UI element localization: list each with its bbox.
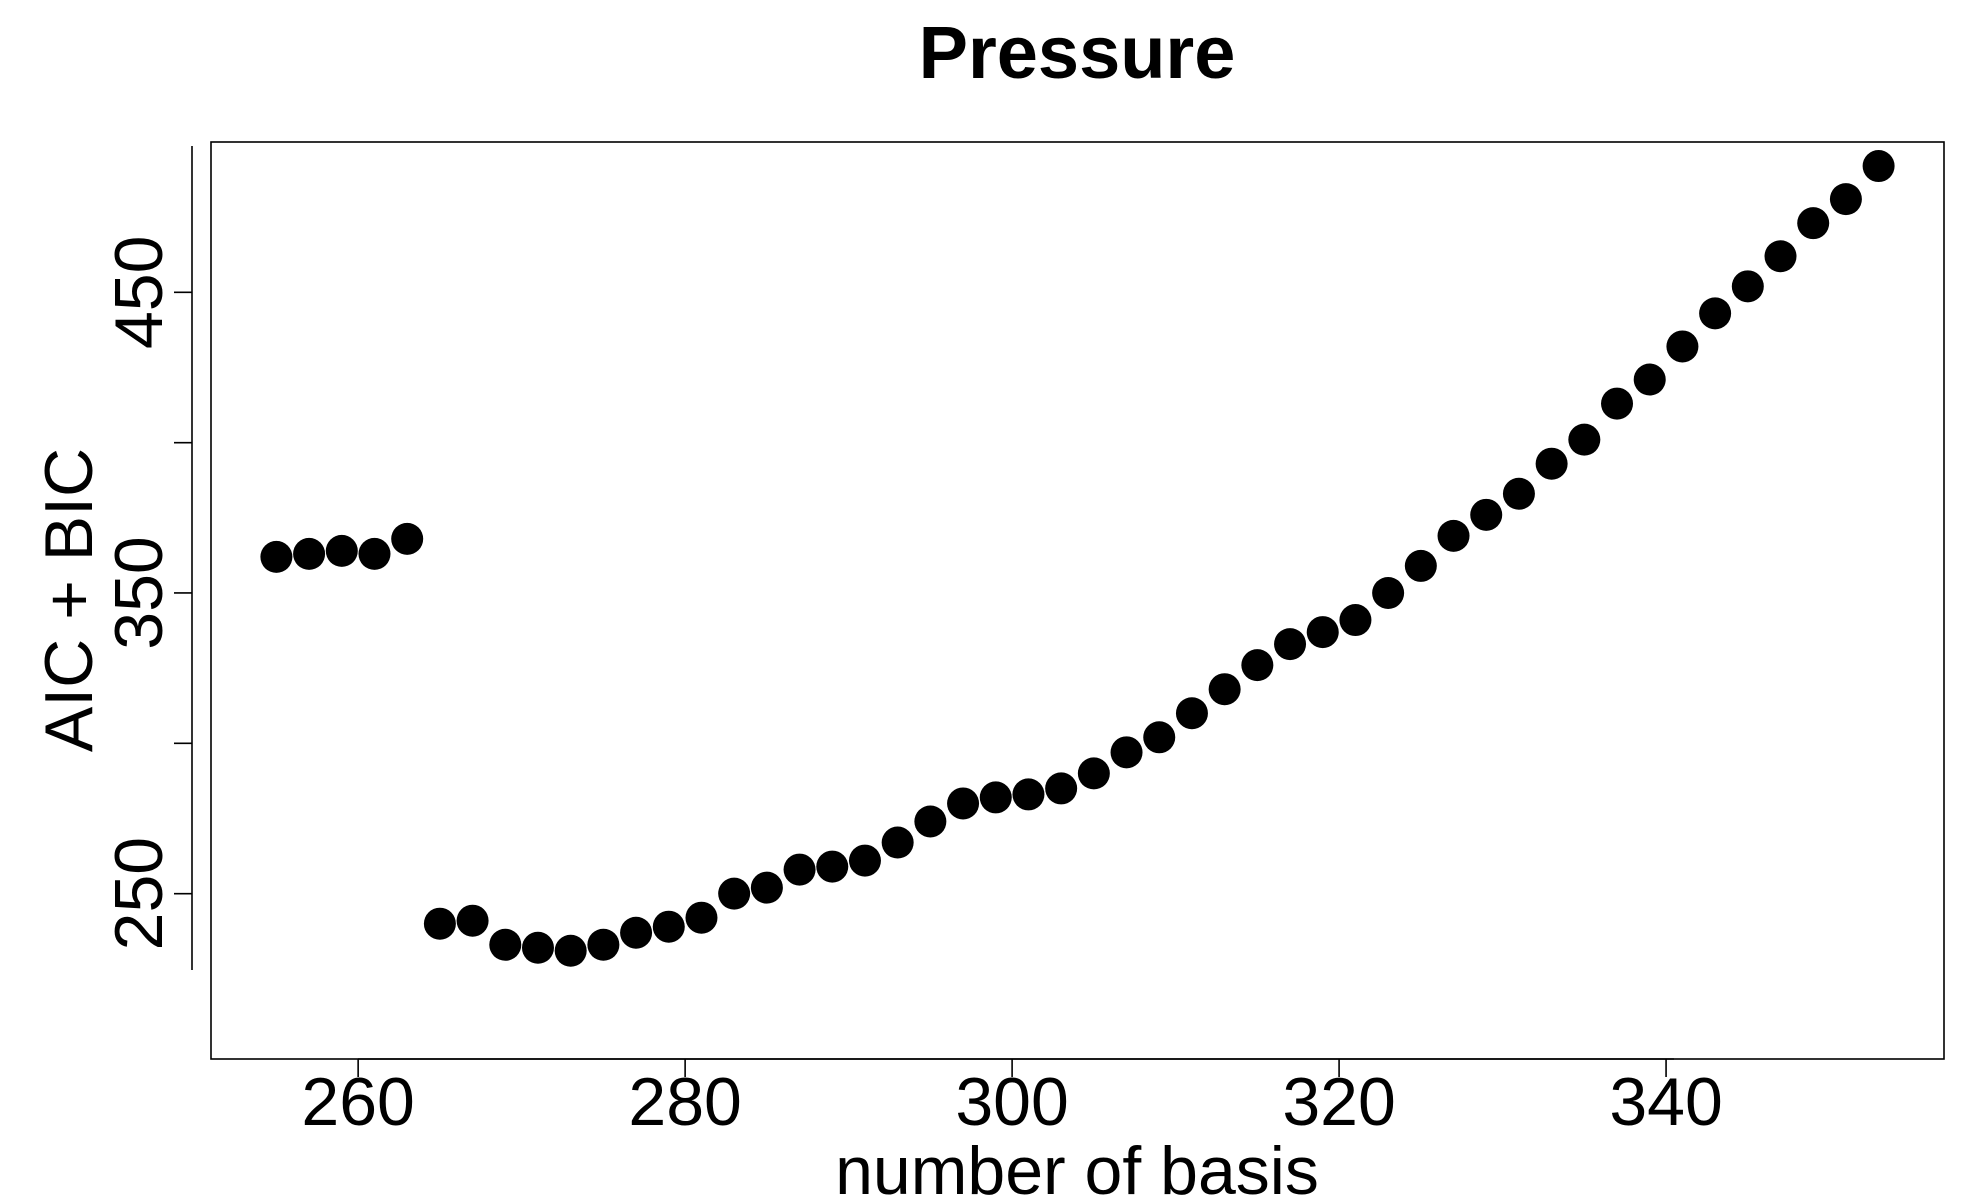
- data-point: [1372, 576, 1405, 609]
- data-point: [816, 850, 849, 883]
- data-point: [1797, 207, 1830, 240]
- x-tick-label: 300: [955, 1064, 1068, 1140]
- data-point: [848, 844, 881, 877]
- data-point: [750, 871, 783, 904]
- data-point: [1110, 736, 1143, 769]
- data-point: [260, 540, 293, 573]
- data-point: [554, 934, 587, 967]
- y-tick-label: 250: [101, 837, 177, 950]
- data-point: [1633, 363, 1666, 396]
- data-point: [489, 928, 522, 961]
- data-point: [293, 537, 326, 570]
- data-point: [1601, 387, 1634, 420]
- data-points: [260, 150, 1895, 967]
- data-point: [1045, 772, 1078, 805]
- data-point: [718, 877, 751, 910]
- data-point: [1502, 477, 1535, 510]
- data-point: [783, 853, 816, 886]
- data-point: [1404, 549, 1437, 582]
- x-tick-label: 320: [1282, 1064, 1395, 1140]
- data-point: [1274, 628, 1307, 661]
- data-point: [652, 910, 685, 943]
- data-point: [1568, 423, 1601, 456]
- data-point: [1306, 616, 1339, 649]
- data-point: [391, 522, 424, 555]
- data-point: [587, 928, 620, 961]
- x-tick-label: 260: [301, 1064, 414, 1140]
- data-point: [1535, 447, 1568, 480]
- data-point: [1175, 697, 1208, 730]
- data-point: [1470, 498, 1503, 531]
- data-point: [1143, 721, 1176, 754]
- chart-title: Pressure: [919, 11, 1236, 94]
- data-point: [358, 537, 391, 570]
- data-point: [1829, 183, 1862, 216]
- data-point: [1699, 297, 1732, 330]
- data-point: [881, 826, 914, 859]
- axis-ticks: 260 280 300 320 340 250 350 450: [101, 236, 1723, 1140]
- data-point: [914, 805, 947, 838]
- data-point: [1437, 519, 1470, 552]
- data-point: [1241, 649, 1274, 682]
- data-point: [325, 534, 358, 567]
- data-point: [1077, 757, 1110, 790]
- data-point: [1764, 240, 1797, 273]
- data-point: [979, 781, 1012, 814]
- data-point: [620, 916, 653, 949]
- x-axis-label: number of basis: [835, 1133, 1319, 1204]
- data-point: [423, 907, 456, 940]
- data-point: [456, 904, 489, 937]
- data-point: [1731, 270, 1764, 303]
- y-tick-label: 350: [101, 536, 177, 649]
- x-tick-label: 340: [1609, 1064, 1722, 1140]
- y-axis-label: AIC + BIC: [31, 448, 107, 752]
- data-point: [1012, 778, 1045, 811]
- data-point: [521, 931, 554, 964]
- data-point: [1339, 604, 1372, 637]
- data-point: [1862, 150, 1895, 183]
- x-tick-label: 280: [628, 1064, 741, 1140]
- data-point: [1208, 673, 1241, 706]
- y-tick-label: 450: [101, 236, 177, 349]
- data-point: [685, 901, 718, 934]
- data-point: [1666, 330, 1699, 363]
- data-point: [947, 787, 980, 820]
